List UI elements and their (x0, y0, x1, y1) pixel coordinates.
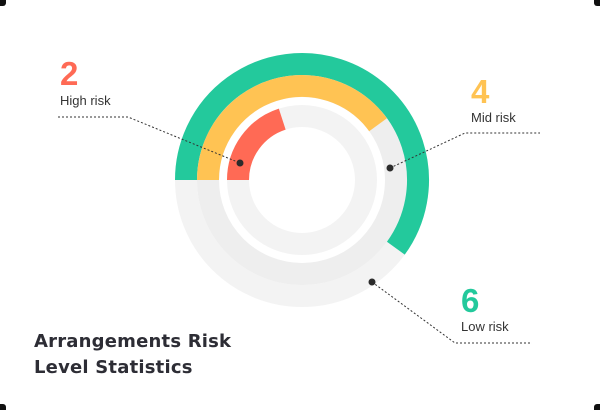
marker-dot-low (368, 278, 376, 286)
label-mid-risk: Mid risk (471, 110, 516, 125)
corner-mark (0, 0, 6, 6)
value-low-risk: 6 (461, 282, 479, 319)
arc-high-risk (227, 108, 287, 181)
value-high-risk: 2 (60, 55, 78, 92)
label-low-risk: Low risk (461, 319, 509, 334)
leader-line-high (58, 116, 241, 164)
value-mid-risk: 4 (471, 73, 490, 110)
arc-low-risk (175, 53, 429, 255)
marker-dot-mid (386, 164, 394, 172)
marker-dot-high (236, 159, 244, 167)
chart-title: Arrangements Risk Level Statistics (34, 329, 231, 381)
corner-mark (594, 404, 600, 410)
chart-title-line-2: Level Statistics (34, 357, 193, 378)
label-high-risk: High risk (60, 93, 111, 108)
corner-mark (0, 404, 6, 410)
leader-line-mid (389, 132, 540, 169)
corner-mark (594, 0, 600, 6)
arc-mid-risk (197, 75, 387, 181)
chart-title-line-1: Arrangements Risk (34, 331, 232, 352)
